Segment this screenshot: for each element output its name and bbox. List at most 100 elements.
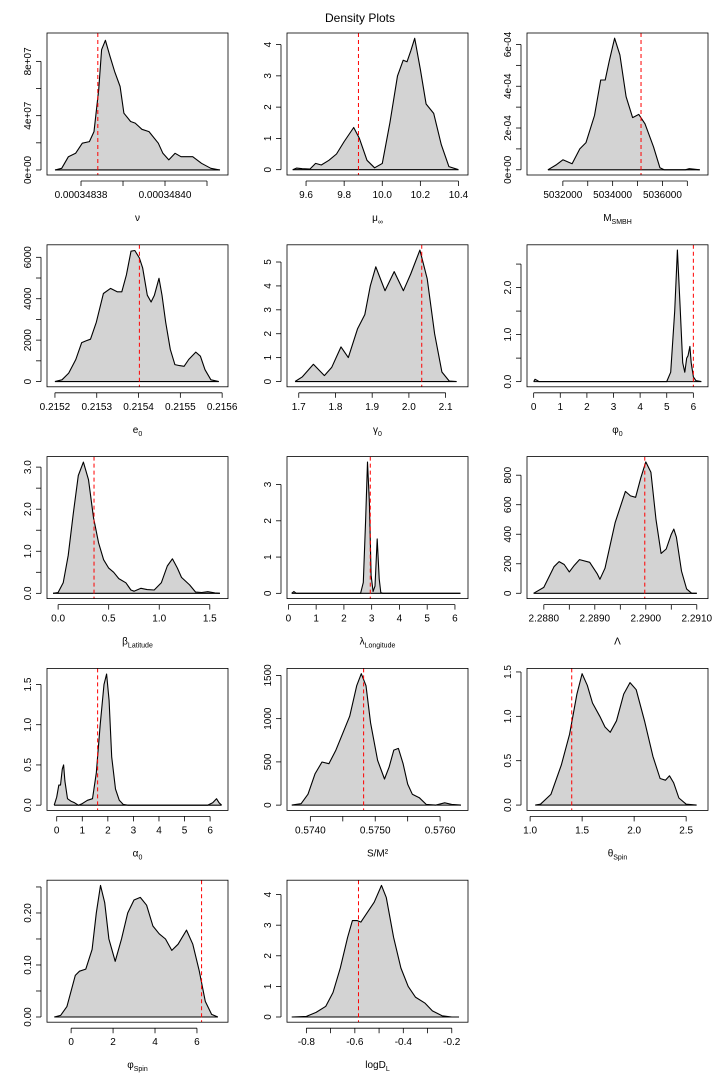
x-tick-label: 0.5760 — [425, 825, 456, 836]
plot-frame — [526, 456, 709, 600]
y-tick-label: 2 — [263, 953, 274, 959]
x-tick-label: 6 — [194, 1037, 200, 1048]
y-tick-label: 2.0 — [503, 280, 514, 294]
x-axis-title-subscript: Spin — [134, 1066, 148, 1073]
density-area — [295, 250, 457, 382]
y-tick-label: 0.0 — [503, 798, 514, 812]
x-axis-title: e0 — [133, 425, 143, 438]
plot-frame — [46, 32, 229, 176]
x-axis-title: α0 — [133, 848, 143, 861]
x-tick-label: 1.7 — [292, 402, 306, 413]
x-tick-label: 3 — [611, 402, 617, 413]
y-tick-label: 5 — [263, 259, 274, 265]
x-tick-label: 1 — [557, 402, 563, 413]
density-area — [54, 250, 219, 382]
plot-frame — [286, 456, 469, 600]
y-tick-label: 1 — [263, 554, 274, 560]
density-area — [533, 461, 697, 594]
y-tick-label: 2000 — [23, 329, 34, 352]
density-curve — [54, 39, 221, 171]
plot-frame — [286, 32, 469, 176]
x-tick-label: 0.0 — [51, 614, 65, 625]
x-axis-title-main: λ — [360, 637, 365, 648]
y-tick-label: 0.5 — [23, 758, 34, 772]
density-curve — [291, 673, 461, 806]
plot-frame — [526, 668, 709, 811]
x-tick-label: 5034000 — [593, 190, 632, 201]
y-tick-label: 400 — [503, 525, 514, 542]
x-tick-label: 4 — [637, 402, 643, 413]
plot-frame — [286, 668, 469, 811]
x-axis-title-subscript: L — [386, 1066, 390, 1073]
x-tick-label: 10.2 — [411, 190, 431, 201]
y-tick-label: 1.0 — [503, 709, 514, 723]
x-axis-title-main: θ — [608, 848, 614, 859]
figure-title: Density Plots — [325, 11, 395, 25]
density-curve — [292, 37, 459, 171]
y-tick-label: 1.0 — [503, 327, 514, 341]
density-area — [291, 885, 459, 1017]
x-axis-title: Λ — [614, 637, 621, 648]
x-tick-label: 4 — [152, 1037, 158, 1048]
x-tick-label: 0 — [54, 825, 60, 836]
plot-frame — [286, 879, 469, 1023]
y-tick-label: 0.10 — [23, 955, 34, 975]
x-axis-title-subscript: SMBH — [612, 219, 632, 226]
y-tick-label: 0.5 — [503, 753, 514, 767]
y-tick-label: 1500 — [263, 664, 274, 687]
density-panel: 2.2880 2.2890 2.2900 2.2910 0 200 400 600 800 Λ — [503, 456, 713, 648]
x-tick-label: 1.0 — [523, 825, 537, 836]
x-tick-label: 0.2152 — [40, 402, 71, 413]
density-area — [292, 38, 459, 170]
y-tick-label: 0 — [263, 590, 274, 596]
y-tick-label: 3 — [263, 73, 274, 79]
x-axis-title-subscript: Spin — [613, 854, 627, 861]
x-axis-title-main: φ — [612, 425, 619, 436]
y-tick-label: 3 — [263, 307, 274, 313]
x-tick-label: 2.5 — [679, 825, 693, 836]
y-tick-label: 8e+07 — [23, 47, 34, 76]
x-tick-label: 5 — [424, 614, 430, 625]
x-tick-label: 0.00034838 — [55, 190, 108, 201]
x-tick-label: -0.4 — [395, 1037, 413, 1048]
x-tick-label: 10.4 — [449, 190, 469, 201]
x-axis-title: ν — [135, 213, 140, 224]
x-tick-label: -0.6 — [346, 1037, 364, 1048]
x-tick-label: 1.9 — [365, 402, 379, 413]
x-axis-title: logDL — [365, 1060, 390, 1073]
y-tick-label: 1 — [263, 983, 274, 989]
y-tick-label: 0 — [263, 1014, 274, 1020]
density-panel: 1.0 1.5 2.0 2.5 0.0 0.5 1.0 1.5 θSpin — [503, 665, 709, 861]
x-axis-title-subscript: Latitude — [128, 643, 153, 650]
density-curve — [53, 461, 220, 594]
density-area — [291, 673, 461, 806]
density-area — [547, 38, 700, 170]
y-tick-label: 0.0 — [503, 374, 514, 388]
x-tick-label: 6 — [207, 825, 213, 836]
x-tick-label: 10.0 — [373, 190, 393, 201]
x-tick-label: 3 — [131, 825, 137, 836]
x-axis-title-main: φ — [127, 1060, 134, 1071]
y-tick-label: 3 — [263, 481, 274, 487]
y-tick-label: 0.0 — [23, 586, 34, 600]
y-tick-label: 500 — [263, 753, 274, 770]
y-tick-label: 600 — [503, 496, 514, 513]
density-curve — [535, 673, 697, 806]
x-axis-title-subscript: 0 — [138, 854, 142, 861]
x-tick-label: 5032000 — [543, 190, 582, 201]
y-tick-label: 4e-04 — [503, 73, 514, 99]
density-panel: 0 2 4 6 0.00 0.10 0.20 φSpin — [23, 879, 229, 1073]
x-axis-title-subscript: 0 — [619, 431, 623, 438]
x-axis-title-main: γ — [373, 425, 378, 436]
x-tick-label: 0 — [68, 1037, 74, 1048]
plot-frame — [46, 668, 229, 811]
x-tick-label: 0.00034840 — [139, 190, 192, 201]
y-tick-label: 800 — [503, 466, 514, 483]
x-tick-label: 1.5 — [203, 614, 217, 625]
x-axis-title-subscript: 0 — [378, 431, 382, 438]
x-tick-label: 2.2910 — [681, 614, 712, 625]
y-tick-label: 1.5 — [503, 665, 514, 679]
density-panel: 0 1 2 3 4 5 6 0 1 2 3 λLongitude — [263, 456, 469, 650]
x-axis-title-subscript: Longitude — [365, 643, 396, 650]
